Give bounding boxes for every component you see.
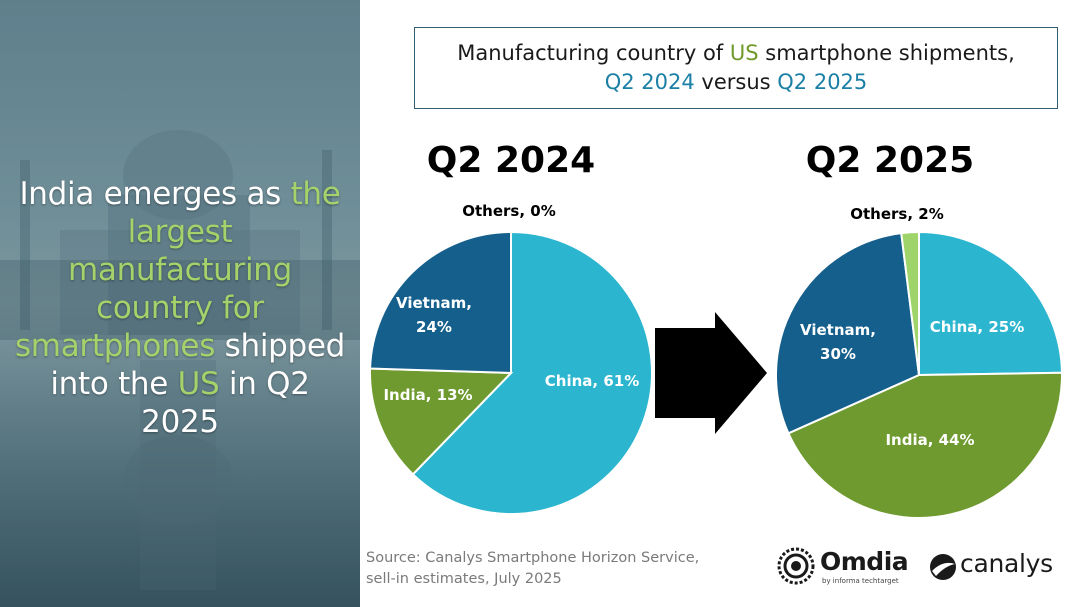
headline-text: in Q2 2025: [141, 366, 310, 440]
slice-label-china: China, 61%: [545, 372, 639, 390]
slice-label-vietnam: Vietnam, 24%: [396, 294, 472, 336]
source-line-1: Source: Canalys Smartphone Horizon Servi…: [366, 550, 700, 566]
taj-mahal-silhouette: [0, 130, 360, 607]
title-text: versus: [694, 70, 778, 94]
omdia-wordmark: Omdia: [820, 547, 909, 576]
title-q2-2024: Q2 2024: [604, 70, 695, 94]
canalys-mark-icon: [930, 554, 956, 580]
pie-slice-india: [787, 371, 1063, 519]
pie-slice-china: [411, 230, 653, 515]
source-note: Source: Canalys Smartphone Horizon Servi…: [366, 548, 746, 590]
chart-title-box: Manufacturing country of US smartphone s…: [414, 27, 1058, 109]
title-text: Manufacturing country of: [457, 41, 730, 65]
title-line-2: Q2 2024 versus Q2 2025: [605, 68, 868, 97]
omdia-tagline: by informa techtarget: [822, 577, 899, 585]
pie-chart-q2-2024: China, 61% India, 13% Vietnam, 24% Others, 0…: [369, 140, 653, 515]
title-us: US: [729, 41, 759, 65]
pie-slice-china: [918, 230, 1063, 377]
pie-slice-vietnam: [369, 230, 512, 375]
pie-title: Q2 2025: [806, 140, 974, 181]
right-arrow-icon: [655, 312, 767, 434]
omdia-mark-icon: [777, 547, 815, 585]
canalys-logo: canalys: [928, 546, 1068, 586]
pie-charts: China, 61% India, 13% Vietnam, 24% Others, 0…: [369, 140, 1063, 519]
pie-chart-q2-2025: China, 25% India, 44% Vietnam, 30% Others, 2…: [775, 140, 1063, 519]
slice-label-india: India, 13%: [383, 386, 472, 404]
canalys-wordmark: canalys: [960, 549, 1053, 578]
headline-highlight-us: US: [177, 366, 220, 402]
headline: India emerges as the largest manufacturi…: [14, 175, 346, 441]
pie-slice-vietnam: [775, 231, 921, 435]
pie-title: Q2 2024: [427, 140, 595, 181]
source-line-2: sell-in estimates, July 2025: [366, 571, 562, 587]
omdia-logo: Omdia by informa techtarget: [776, 546, 916, 586]
headline-highlight: the largest manufacturing country for sm…: [14, 176, 341, 364]
pie-slice-others: [900, 230, 920, 376]
headline-text: shipped into the: [50, 328, 346, 402]
slice-label-india: India, 44%: [885, 431, 974, 449]
slice-label-china: China, 25%: [930, 318, 1024, 336]
slice-label-vietnam: Vietnam, 30%: [800, 321, 876, 363]
slice-label-others: Others, 2%: [850, 205, 944, 223]
title-text: smartphone shipments,: [758, 41, 1015, 65]
title-line-1: Manufacturing country of US smartphone s…: [457, 39, 1015, 68]
slice-label-others: Others, 0%: [462, 202, 556, 220]
title-q2-2025: Q2 2025: [777, 70, 868, 94]
headline-text: India emerges as: [19, 176, 291, 212]
taj-mahal-photo-panel: India emerges as the largest manufacturi…: [0, 0, 360, 607]
pie-slice-india: [369, 367, 514, 476]
